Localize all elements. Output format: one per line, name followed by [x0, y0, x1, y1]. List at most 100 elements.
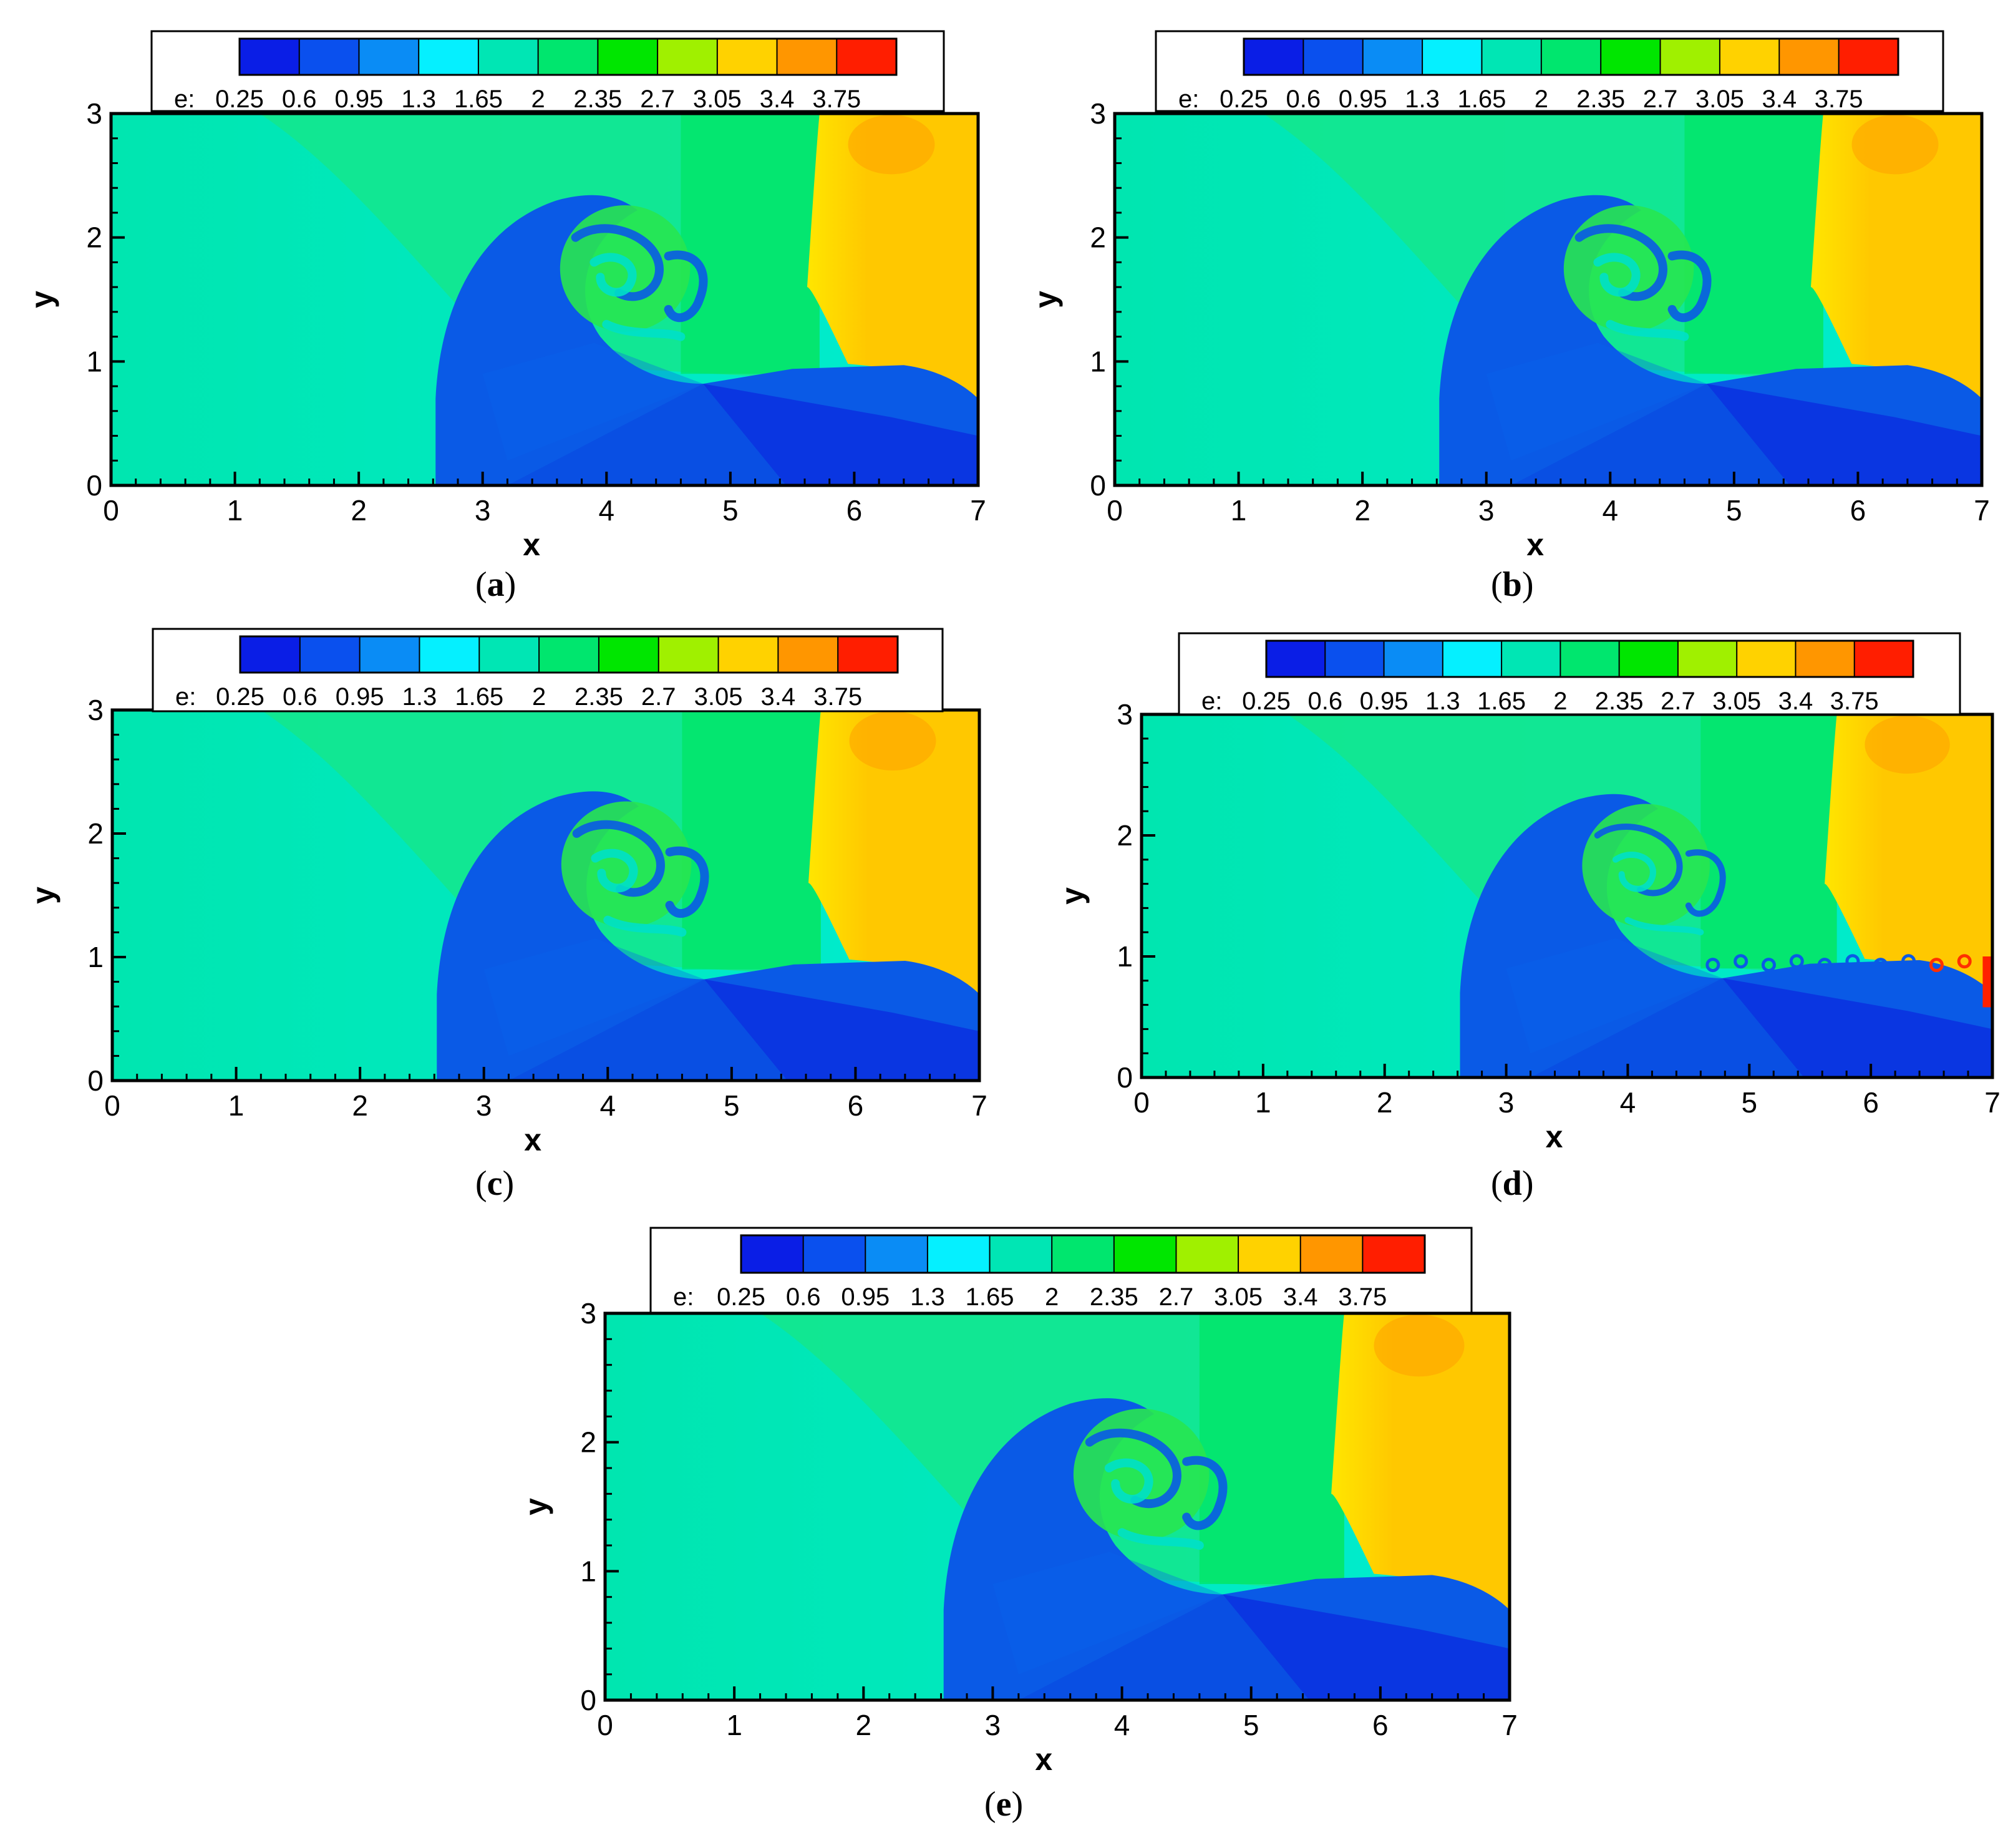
- x-tick-label: 0: [1107, 494, 1123, 527]
- colorbar-swatch-10: [838, 636, 898, 673]
- caption-c: (c): [475, 1164, 515, 1203]
- colorbar-swatch-8: [1719, 39, 1780, 75]
- region-shocked: [1825, 714, 1992, 996]
- vortex-filament-2: [1182, 1456, 1228, 1530]
- colorbar-swatch-10: [1362, 1235, 1425, 1273]
- region-shocked: [1810, 114, 1982, 401]
- region-shocked-hot: [1865, 715, 1950, 774]
- colorbar-swatch-6: [598, 636, 659, 673]
- y-tick-label: 2: [1117, 819, 1133, 852]
- plot-frame: [1113, 112, 1984, 487]
- colorbar-tick-label: 3.75: [812, 85, 861, 113]
- region-shocked-hot: [848, 114, 935, 175]
- colorbar-tick-label: 0.25: [216, 683, 264, 711]
- x-tick-label: 4: [1602, 494, 1618, 527]
- colorbar-swatch-0: [240, 636, 301, 673]
- colorbar-swatch-3: [1442, 641, 1502, 677]
- x-tick-label: 0: [1133, 1086, 1150, 1119]
- vortex-filament-2: [1667, 250, 1712, 323]
- colorbar-tick-label: 3.05: [693, 85, 742, 113]
- x-tick-label: 4: [1114, 1709, 1130, 1741]
- colorbar-tick-label: 0.95: [1360, 688, 1409, 715]
- colorbar-tick-label: 3.05: [1214, 1283, 1263, 1311]
- vortex-filament-3: [1606, 319, 1689, 341]
- region-bubble-facet-2: [1018, 1594, 1309, 1700]
- colorbar-swatch-4: [479, 636, 540, 673]
- region-vortex-core: [1582, 804, 1710, 928]
- kh-roll-3: [1789, 954, 1804, 969]
- colorbar-swatch-7: [658, 636, 719, 673]
- colorbar-variable-label: e:: [673, 1283, 694, 1311]
- vortex-filament-3: [603, 915, 687, 937]
- colorbar-tick-label: 0.6: [283, 683, 318, 711]
- region-upper-green-right: [1199, 1313, 1344, 1584]
- colorbar-swatch-0: [1244, 39, 1304, 75]
- x-tick-label: 3: [1478, 494, 1495, 527]
- colorbar-frame: [1265, 640, 1914, 678]
- region-shocked: [807, 114, 978, 401]
- colorbar-swatch-8: [1737, 641, 1796, 677]
- x-tick-label: 1: [227, 494, 243, 527]
- x-tick-label: 2: [855, 1709, 871, 1741]
- colorbar-tick-label: 3.75: [1830, 688, 1879, 715]
- colorbar-swatch-7: [657, 39, 718, 75]
- colorbar-swatch-1: [803, 1235, 866, 1273]
- field-d: [1142, 714, 1992, 1077]
- plot-frame: [109, 112, 980, 487]
- colorbar-tick-label: 3.75: [1815, 85, 1863, 113]
- colorbar-swatch-4: [1501, 641, 1561, 677]
- colorbar-tick-label: 0.6: [1286, 85, 1321, 113]
- region-bubble-facet-2: [508, 979, 788, 1081]
- x-tick-label: 1: [1255, 1086, 1271, 1119]
- vortex-filament-0: [1594, 824, 1683, 897]
- colorbar-tick-label: 2: [531, 85, 545, 113]
- x-tick-label: 1: [1231, 494, 1247, 527]
- region-bubble-facet-2: [1511, 384, 1790, 485]
- colorbar-tick-label: 0.6: [1307, 688, 1342, 715]
- region-jet: [1722, 978, 1992, 1077]
- colorbar-tick-label: 1.3: [910, 1283, 945, 1311]
- colorbar-swatch-7: [1176, 1235, 1239, 1273]
- panel-e-svg: 0 1 2 3 4 5 6 7 0 1 2 3 x y e: 0.25 0.6 0.95 1.3 1.65 2 2.35 2…: [518, 1227, 1518, 1777]
- colorbar-tick-label: 2: [532, 683, 546, 711]
- vortex-filament-0: [1574, 224, 1667, 301]
- colorbar-swatch-0: [1266, 641, 1326, 677]
- y-axis-label: y: [518, 1498, 553, 1515]
- y-axis-label: y: [1055, 887, 1090, 905]
- region-shocked-hot: [1374, 1315, 1465, 1377]
- colorbar-tick-label: 3.4: [1778, 688, 1813, 715]
- x-tick-label: 1: [228, 1089, 245, 1122]
- field-a: [111, 114, 978, 485]
- x-tick-label: 2: [1377, 1086, 1393, 1119]
- region-upper-green-right: [1700, 714, 1837, 969]
- colorbar-swatch-2: [1362, 39, 1423, 75]
- colorbar-swatch-1: [1303, 39, 1364, 75]
- colorbar-tick-label: 3.4: [760, 85, 795, 113]
- colorbar-swatch-3: [419, 39, 479, 75]
- x-tick-label: 7: [970, 494, 986, 527]
- hot-strip: [1982, 956, 1992, 1008]
- colorbar-swatch-9: [1779, 39, 1840, 75]
- colorbar-tick-label: 1.65: [454, 85, 503, 113]
- vortex-filament-3: [602, 319, 686, 341]
- x-tick-label: 3: [475, 494, 491, 527]
- colorbar-variable-label: e:: [175, 683, 196, 711]
- colorbar-swatch-5: [538, 39, 598, 75]
- x-tick-label: 5: [1726, 494, 1742, 527]
- region-shocked-hot: [849, 711, 936, 771]
- colorbar-tick-label: 0.95: [336, 683, 384, 711]
- colorbar-frame: [239, 635, 899, 674]
- colorbar-swatch-3: [927, 1235, 991, 1273]
- y-tick-label: 3: [87, 694, 104, 726]
- colorbar-tick-label: 0.25: [717, 1283, 765, 1311]
- x-axis-label: x: [523, 527, 540, 562]
- vortex-filament-2: [665, 846, 709, 918]
- kh-roll-2: [1761, 958, 1776, 973]
- y-tick-label: 2: [87, 817, 104, 850]
- y-tick-label: 0: [87, 1064, 104, 1097]
- kh-roll-6: [1873, 958, 1888, 973]
- region-vortex-core: [561, 801, 692, 928]
- colorbar-swatch-9: [1795, 641, 1855, 677]
- colorbar-swatch-1: [1325, 641, 1385, 677]
